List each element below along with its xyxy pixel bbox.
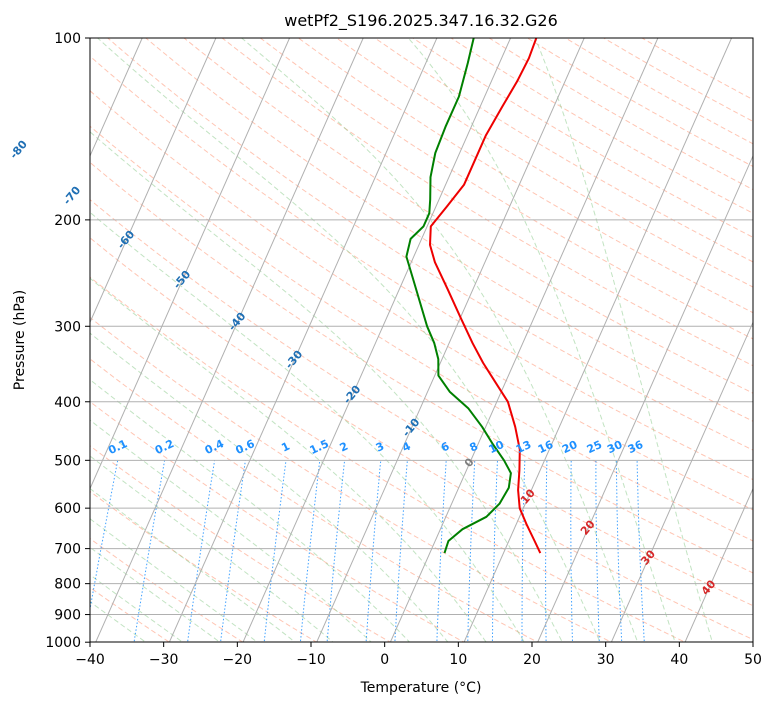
x-tick-label: −10 [296, 652, 326, 668]
mixing-ratio-line [365, 460, 382, 642]
dry-adiabat-line [90, 161, 753, 574]
moist-adiabat-line [90, 332, 449, 642]
plot-frame [89, 37, 754, 643]
x-tick-label: −20 [223, 652, 253, 668]
mixing-ratio-line [220, 460, 246, 642]
y-axis-label: Pressure (hPa) [12, 290, 28, 390]
dry-adiabat-line [90, 125, 753, 542]
dry-adiabat-line [145, 38, 753, 422]
isotherm-line [463, 38, 733, 642]
isotherm-line [389, 38, 659, 642]
mixing-ratio-line [615, 460, 623, 642]
dry-adiabat-line [90, 358, 539, 642]
dry-adiabat-line [259, 38, 753, 340]
x-tick-label: −40 [75, 652, 105, 668]
dry-adiabat-line [90, 55, 753, 481]
mixing-ratio-line [187, 460, 216, 642]
moist-adiabat-line [90, 574, 184, 642]
isotherm-line [90, 38, 217, 324]
x-tick-label: 50 [744, 652, 762, 668]
y-tick-label: 100 [54, 31, 81, 47]
y-tick-label: 400 [54, 395, 81, 411]
mixing-ratio-label: 20 [560, 438, 580, 456]
moist-adiabat-line [90, 211, 525, 642]
mixing-ratio-label: 36 [626, 438, 646, 456]
y-tick-label: 1000 [45, 635, 81, 651]
y-tick-label: 800 [54, 577, 81, 593]
mixing-ratio-line [570, 460, 574, 642]
y-tick-label: 300 [54, 319, 81, 335]
mixing-ratio-label: 30 [605, 438, 625, 456]
mixing-ratio-line [263, 460, 287, 642]
dry-adiabat-line [336, 38, 753, 288]
x-tick-label: 20 [523, 652, 541, 668]
temperature-profile-line [429, 38, 542, 554]
mixing-ratio-label: 16 [536, 438, 556, 456]
mixing-ratio-line [521, 460, 526, 642]
dry-adiabat-line [527, 38, 753, 167]
mixing-ratio-line [491, 460, 498, 642]
isotherm-line [684, 487, 753, 642]
background-lines [90, 38, 753, 642]
mixing-ratio-line [326, 460, 346, 642]
moist-adiabat-line [241, 38, 639, 642]
dry-adiabat-line [488, 38, 753, 191]
dry-adiabat-line [90, 276, 686, 642]
mixing-ratio-line [133, 460, 166, 642]
y-tick-label: 200 [54, 213, 81, 229]
isotherm-line [537, 154, 753, 642]
y-tick-label: 900 [54, 608, 81, 624]
mixing-ratio-label: 13 [514, 438, 533, 456]
dry-adiabat-line [107, 38, 753, 451]
y-tick-label: 700 [54, 542, 81, 558]
mixing-ratio-line [90, 460, 119, 612]
y-tick-label: 500 [54, 453, 81, 469]
dry-adiabat-line [183, 38, 753, 394]
x-tick-label: 40 [670, 652, 688, 668]
isotherm-line [95, 38, 364, 642]
moist-adiabat-line [90, 131, 563, 642]
profile-lines [405, 38, 542, 554]
moist-adiabat-line [90, 277, 487, 642]
mixing-ratio-line [595, 460, 600, 642]
mixing-ratio-line [394, 460, 408, 642]
moist-adiabat-line [90, 379, 411, 642]
x-tick-label: −30 [149, 652, 179, 668]
x-tick-label: 30 [597, 652, 615, 668]
x-axis-label: Temperature (°C) [360, 680, 482, 696]
mixing-ratio-line [467, 460, 476, 642]
dry-adiabat-line [90, 199, 753, 607]
moist-adiabat-line [90, 601, 147, 642]
mixing-ratio-label: 10 [487, 438, 507, 456]
moist-adiabat-line [97, 38, 601, 642]
axes: −40 −30 −20 −10 0 10 20 30 40 50 100 200 300 400 500 60… [45, 31, 762, 668]
isotherm-line [242, 38, 512, 642]
mixing-ratio-label: 25 [585, 438, 604, 456]
mixing-ratio-line [299, 460, 321, 642]
isotherm-line [90, 38, 143, 158]
isotherm-line [168, 38, 438, 642]
dry-adiabat-line [90, 237, 753, 641]
isotherm-line [610, 321, 753, 642]
dewpoint-profile-line [405, 38, 512, 554]
mixing-ratio-line [636, 460, 645, 642]
isotherm-line [90, 38, 291, 490]
moist-adiabat-line [90, 419, 372, 642]
y-tick-label: 600 [54, 501, 81, 517]
chart-title: wetPf2_S196.2025.347.16.32.G26 [284, 11, 558, 31]
moist-adiabat-line [90, 455, 334, 642]
dry-adiabat-line [374, 38, 753, 263]
x-tick-label: 10 [449, 652, 467, 668]
x-tick-label: 0 [380, 652, 389, 668]
isotherm-line [316, 38, 585, 642]
moist-adiabat-line [90, 546, 221, 642]
moist-adiabat-line [534, 38, 713, 642]
dry-adiabat-line [90, 316, 613, 642]
dry-adiabat-line [90, 537, 244, 642]
mixing-ratio-line [436, 460, 447, 642]
